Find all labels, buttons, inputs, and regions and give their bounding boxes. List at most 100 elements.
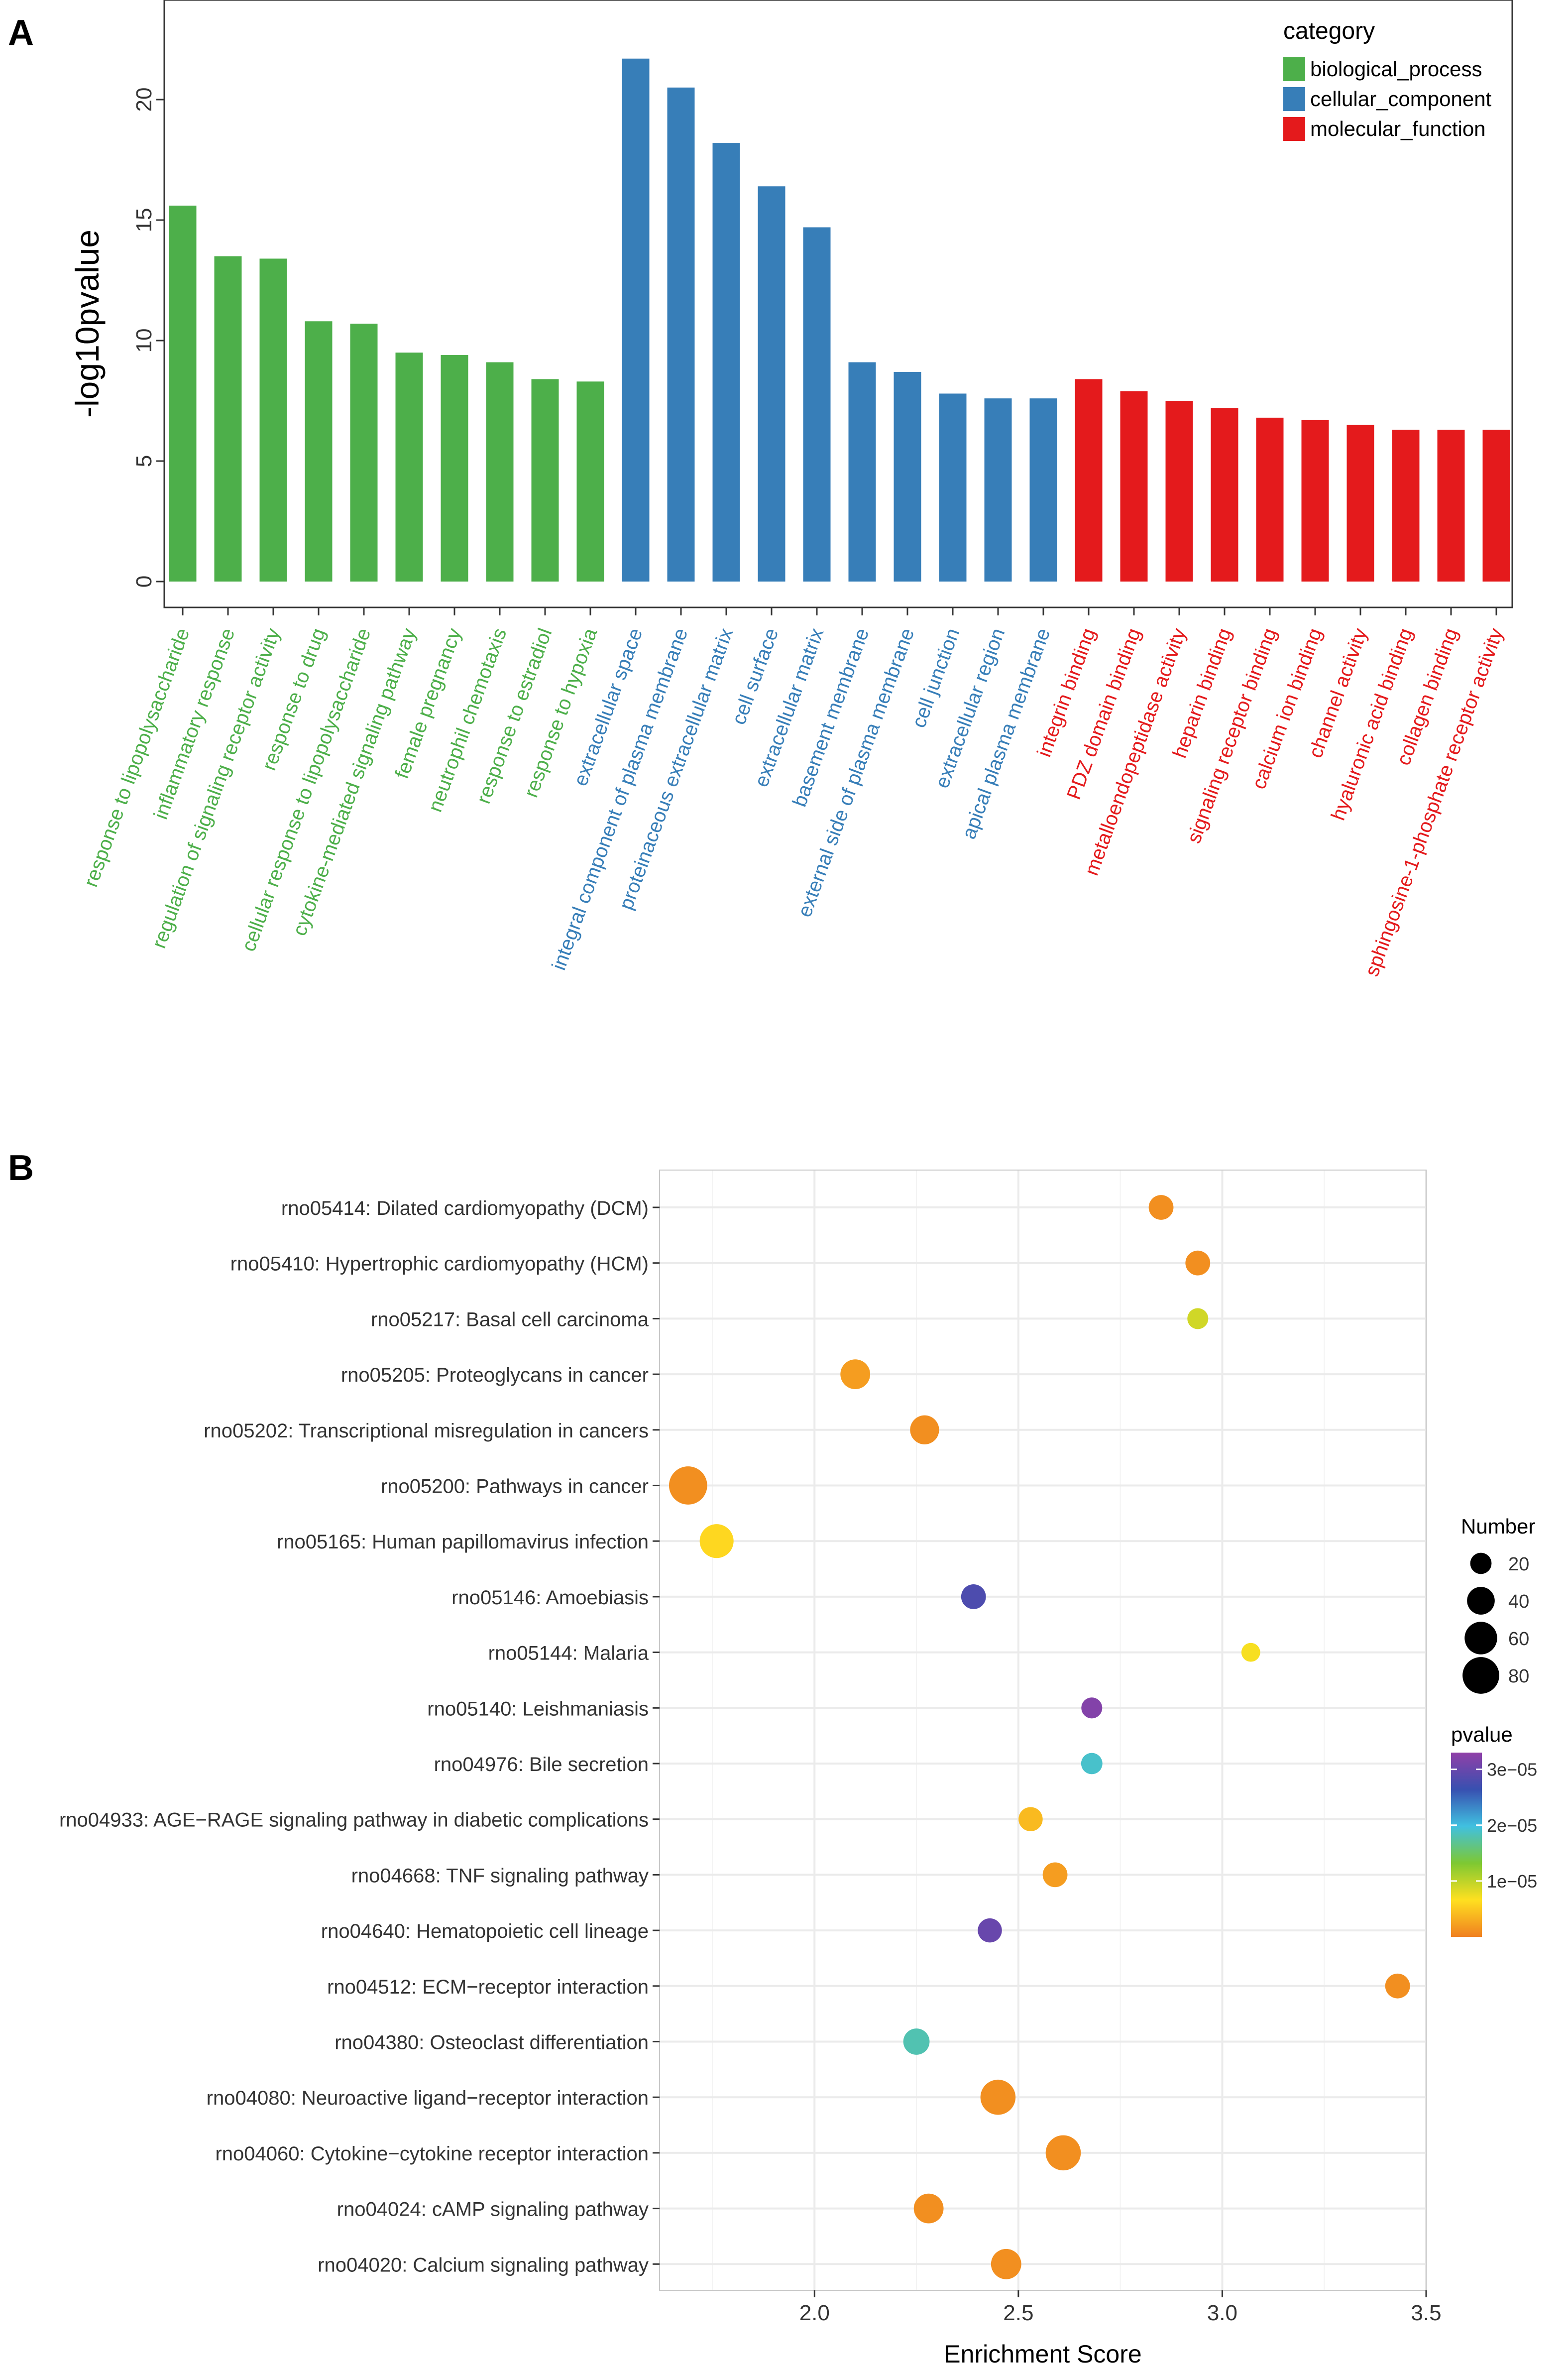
bar (848, 362, 876, 582)
legend-title: category (1283, 18, 1375, 44)
y-tick-label: rno04512: ECM−receptor interaction (327, 1976, 649, 1998)
legend-label: cellular_component (1310, 87, 1492, 111)
y-tick-label: rno05144: Malaria (488, 1643, 649, 1664)
point (1042, 1862, 1068, 1888)
point (1081, 1697, 1103, 1719)
legend-swatch (1283, 57, 1305, 81)
bar (939, 393, 967, 582)
size-legend-label: 20 (1508, 1554, 1529, 1575)
y-tick-label: 15 (132, 208, 156, 233)
y-tick-label: rno04933: AGE−RAGE signaling pathway in … (59, 1809, 649, 1831)
point (913, 2193, 944, 2224)
bar (531, 379, 559, 582)
y-tick-label: rno05202: Transcriptional misregulation … (204, 1420, 649, 1442)
point (910, 1415, 939, 1444)
bar (758, 186, 785, 582)
y-tick-label: rno05410: Hypertrophic cardiomyopathy (H… (230, 1253, 649, 1275)
color-bar-label: 2e−05 (1487, 1815, 1537, 1836)
size-legend-title: Number (1461, 1515, 1535, 1538)
y-tick-label: rno04640: Hematopoietic cell lineage (321, 1920, 649, 1942)
bar (1029, 398, 1057, 582)
bar (169, 205, 197, 582)
point (991, 2249, 1021, 2279)
y-tick-label: rno04020: Calcium signaling pathway (318, 2254, 649, 2276)
x-tick-label: 3.5 (1411, 2301, 1441, 2325)
panel-b-label: B (8, 1148, 34, 1188)
legend-swatch (1283, 117, 1305, 141)
size-legend-dot (1464, 1622, 1497, 1655)
color-legend-title: pvalue (1451, 1723, 1513, 1746)
point (978, 1918, 1002, 1943)
y-tick-label: rno05414: Dilated cardiomyopathy (DCM) (281, 1197, 649, 1219)
size-legend-label: 80 (1508, 1666, 1529, 1687)
y-tick-label: rno05140: Leishmaniasis (427, 1698, 649, 1720)
bar (622, 58, 650, 582)
y-tick-label: 5 (132, 455, 156, 467)
y-tick-label: rno04380: Osteoclast differentiation (335, 2032, 649, 2054)
legend-swatch (1283, 87, 1305, 111)
point (1241, 1643, 1260, 1662)
bar (712, 143, 740, 582)
panel-a-plot-border (163, 0, 1513, 608)
y-tick-label: rno05200: Pathways in cancer (381, 1476, 649, 1498)
bar (259, 258, 287, 582)
plot-border (659, 1170, 1427, 2291)
y-tick-label: rno04024: cAMP signaling pathway (337, 2199, 649, 2221)
x-tick-label: 2.0 (799, 2301, 830, 2325)
bar (667, 87, 695, 582)
point (980, 2079, 1016, 2115)
panel-b-y-tick-labels: rno05414: Dilated cardiomyopathy (DCM) rn… (59, 1197, 660, 2276)
bar (1256, 417, 1284, 582)
point (1045, 2135, 1081, 2171)
panel-a-label: A (8, 13, 34, 53)
y-tick-label: 20 (132, 88, 156, 112)
bar (305, 321, 333, 582)
y-tick-label: rno04080: Neuroactive ligand−receptor in… (207, 2087, 649, 2109)
size-legend-dot (1462, 1657, 1499, 1694)
panel-b-grid (659, 1170, 1427, 2291)
point (1187, 1308, 1209, 1329)
legend-label: biological_process (1310, 57, 1482, 81)
size-legend-label: 60 (1508, 1629, 1529, 1650)
y-tick-label: rno05146: Amoebiasis (451, 1587, 649, 1609)
x-tick-label: cell surface (728, 625, 783, 727)
point (1081, 1753, 1103, 1775)
bar (803, 227, 831, 582)
panel-a-x-tick-labels: response to lipopolysaccharideinflammato… (80, 607, 1507, 979)
bar (1482, 430, 1510, 582)
point (840, 1359, 871, 1390)
y-tick-label: 10 (132, 329, 156, 353)
bar (214, 256, 242, 582)
panel-b-size-legend: Number 20 40 60 80 (1461, 1515, 1535, 1694)
point (1385, 1973, 1410, 1999)
panel-b: B rno05414: Dilated cardiomyopathy (DCM)… (8, 1148, 1537, 2367)
bar (1301, 420, 1329, 582)
bar (1165, 401, 1193, 582)
point (1148, 1195, 1174, 1220)
point (1018, 1807, 1043, 1831)
legend-label: molecular_function (1310, 117, 1486, 140)
bar (350, 324, 378, 582)
y-tick-label: rno04668: TNF signaling pathway (351, 1865, 649, 1887)
panel-a-bars (169, 58, 1510, 582)
size-legend-dot (1467, 1587, 1495, 1615)
bar (1392, 430, 1420, 582)
panel-b-color-legend: pvalue 1e−05 2e−05 3e−05 (1451, 1723, 1537, 1937)
bar (1437, 430, 1465, 582)
bar (1211, 408, 1238, 582)
panel-b-x-axis: 2.0 2.5 3.0 3.5 (799, 2290, 1442, 2325)
color-bar-label: 3e−05 (1487, 1760, 1537, 1780)
bar (486, 362, 514, 582)
point (1185, 1250, 1211, 1276)
size-legend-label: 40 (1508, 1591, 1529, 1612)
bar (576, 381, 604, 582)
panel-a-legend: category biological_process cellular_compo… (1283, 18, 1492, 141)
y-tick-label: 0 (132, 576, 156, 588)
panel-b-plot-area (660, 1170, 1426, 2290)
y-tick-label: rno05217: Basal cell carcinoma (371, 1308, 649, 1330)
panel-a: A 0 5 10 15 20 response to lipopolysaccharid… (8, 0, 1513, 979)
bar (1075, 379, 1103, 582)
bar (984, 398, 1012, 582)
color-bar (1451, 1753, 1482, 1937)
point (961, 1584, 986, 1609)
